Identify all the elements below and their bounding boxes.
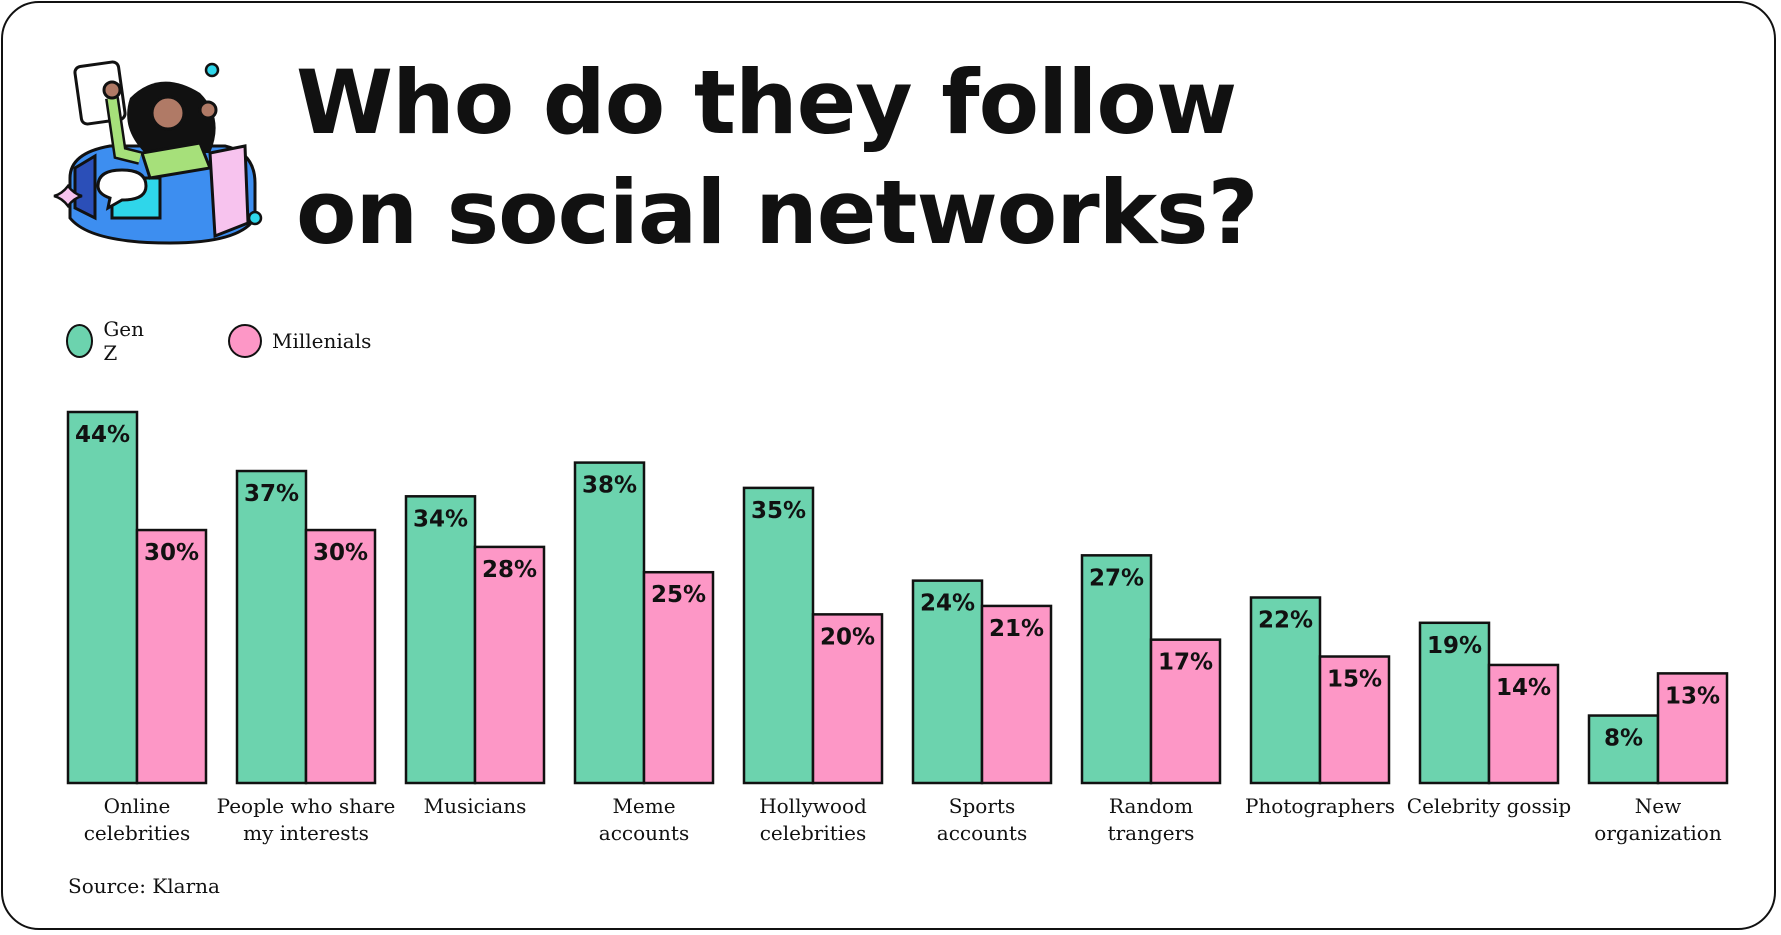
value-label-genz-0: 44%: [75, 422, 130, 448]
value-label-millenials-6: 17%: [1158, 650, 1213, 676]
chat-bubble-icon: [96, 168, 148, 211]
bar-genz-2: [404, 495, 477, 785]
value-label-millenials-4: 20%: [820, 624, 875, 650]
teal-dot-top: [204, 62, 220, 78]
bar-group-8: 19% 14% Celebrity gossip: [1407, 621, 1571, 818]
bar-millenials-1: [304, 528, 377, 785]
teal-dot-right: [247, 210, 263, 226]
value-label-genz-1: 37%: [244, 481, 299, 507]
value-label-genz-5: 24%: [920, 591, 975, 617]
bar-group-3: 38% 25% Meme accounts: [573, 461, 715, 845]
category-label-2-line-0: Musicians: [424, 794, 527, 818]
category-label-5-line-0: Sports: [949, 794, 1015, 818]
value-label-genz-6: 27%: [1089, 565, 1144, 591]
category-label-6-line-1: trangers: [1108, 821, 1195, 845]
legend-label-millenials: Millenials: [272, 329, 372, 353]
category-label-0-line-1: celebrities: [84, 821, 191, 845]
title-line-2: on social networks?: [296, 161, 1259, 264]
bar-millenials-5: [980, 604, 1053, 785]
bar-genz-4: [742, 486, 815, 785]
legend-swatch-millenials: [228, 324, 262, 358]
category-label-4-line-0: Hollywood: [759, 794, 867, 818]
bar-group-6: 27% 17% Random trangers: [1080, 554, 1222, 845]
person-hand-right: [198, 100, 218, 120]
value-label-millenials-5: 21%: [989, 616, 1044, 642]
bar-genz-1: [235, 469, 308, 785]
category-label-0-line-0: Online: [104, 794, 171, 818]
value-label-genz-8: 19%: [1427, 633, 1482, 659]
person-arm-left-fill: [107, 97, 142, 163]
bar-group-1: 37% 30% People who share my interests: [217, 469, 396, 845]
bar-millenials-6: [1149, 638, 1222, 785]
bar-genz-7: [1249, 596, 1322, 785]
ring-pink-panel: [208, 144, 250, 239]
category-label-9-line-1: organization: [1594, 821, 1722, 845]
value-label-genz-2: 34%: [413, 506, 468, 532]
bar-genz-0: [66, 410, 139, 785]
category-label-8-line-0: Celebrity gossip: [1407, 794, 1571, 818]
bar-millenials-8: [1487, 663, 1560, 785]
person-hand-left: [102, 80, 122, 100]
bar-group-5: 24% 21% Sports accounts: [911, 579, 1053, 845]
bar-group-4: 35% 20% Hollywood celebrities: [742, 486, 884, 845]
value-label-millenials-1: 30%: [313, 540, 368, 566]
bar-millenials-3: [642, 570, 715, 785]
value-label-genz-3: 38%: [582, 473, 637, 499]
category-label-4-line-1: celebrities: [760, 821, 867, 845]
bar-millenials-4: [811, 613, 884, 785]
bar-group-2: 34% 28% Musicians: [404, 495, 546, 818]
category-label-3-line-1: accounts: [599, 821, 689, 845]
person-face: [150, 95, 186, 131]
category-label-7-line-0: Photographers: [1245, 794, 1395, 818]
source-note: Source: Klarna: [68, 874, 220, 898]
category-label-9-line-0: New: [1635, 794, 1681, 818]
bar-group-0: 44% 30% Online celebrities: [66, 410, 208, 845]
legend-swatch-genz: [66, 324, 94, 358]
value-label-genz-7: 22%: [1258, 608, 1313, 634]
value-label-genz-4: 35%: [751, 498, 806, 524]
category-label-5-line-1: accounts: [937, 821, 1027, 845]
value-label-millenials-2: 28%: [482, 557, 537, 583]
bar-genz-8: [1418, 621, 1491, 785]
category-label-1-line-1: my interests: [243, 821, 369, 845]
value-label-genz-9: 8%: [1604, 726, 1643, 752]
bar-millenials-7: [1318, 655, 1391, 785]
category-label-1-line-0: People who share: [217, 794, 396, 818]
bar-group-7: 22% 15% Photographers: [1245, 596, 1395, 818]
title-line-1: Who do they follow: [296, 51, 1237, 154]
value-label-millenials-7: 15%: [1327, 667, 1382, 693]
sparkle-icon: [53, 183, 83, 209]
bar-genz-3: [573, 461, 646, 785]
bar-genz-5: [911, 579, 984, 785]
bar-millenials-0: [135, 528, 208, 785]
bar-millenials-2: [473, 545, 546, 785]
bar-group-9: 8% 13% New organization: [1587, 672, 1729, 845]
value-label-millenials-8: 14%: [1496, 675, 1551, 701]
category-label-6-line-0: Random: [1109, 794, 1193, 818]
bar-genz-6: [1080, 554, 1153, 785]
legend-item-genz: Gen Z: [66, 317, 151, 365]
person-body: [140, 141, 213, 180]
bar-millenials-9: [1656, 672, 1729, 785]
value-label-millenials-9: 13%: [1665, 683, 1720, 709]
value-label-millenials-3: 25%: [651, 582, 706, 608]
legend-label-genz: Gen Z: [103, 317, 145, 365]
chart-title: Who do they follow on social networks?: [296, 48, 1259, 268]
social-media-illustration: [53, 60, 263, 245]
category-label-3-line-0: Meme: [612, 794, 675, 818]
legend-item-millenials: Millenials: [228, 322, 371, 360]
value-label-millenials-0: 30%: [144, 540, 199, 566]
